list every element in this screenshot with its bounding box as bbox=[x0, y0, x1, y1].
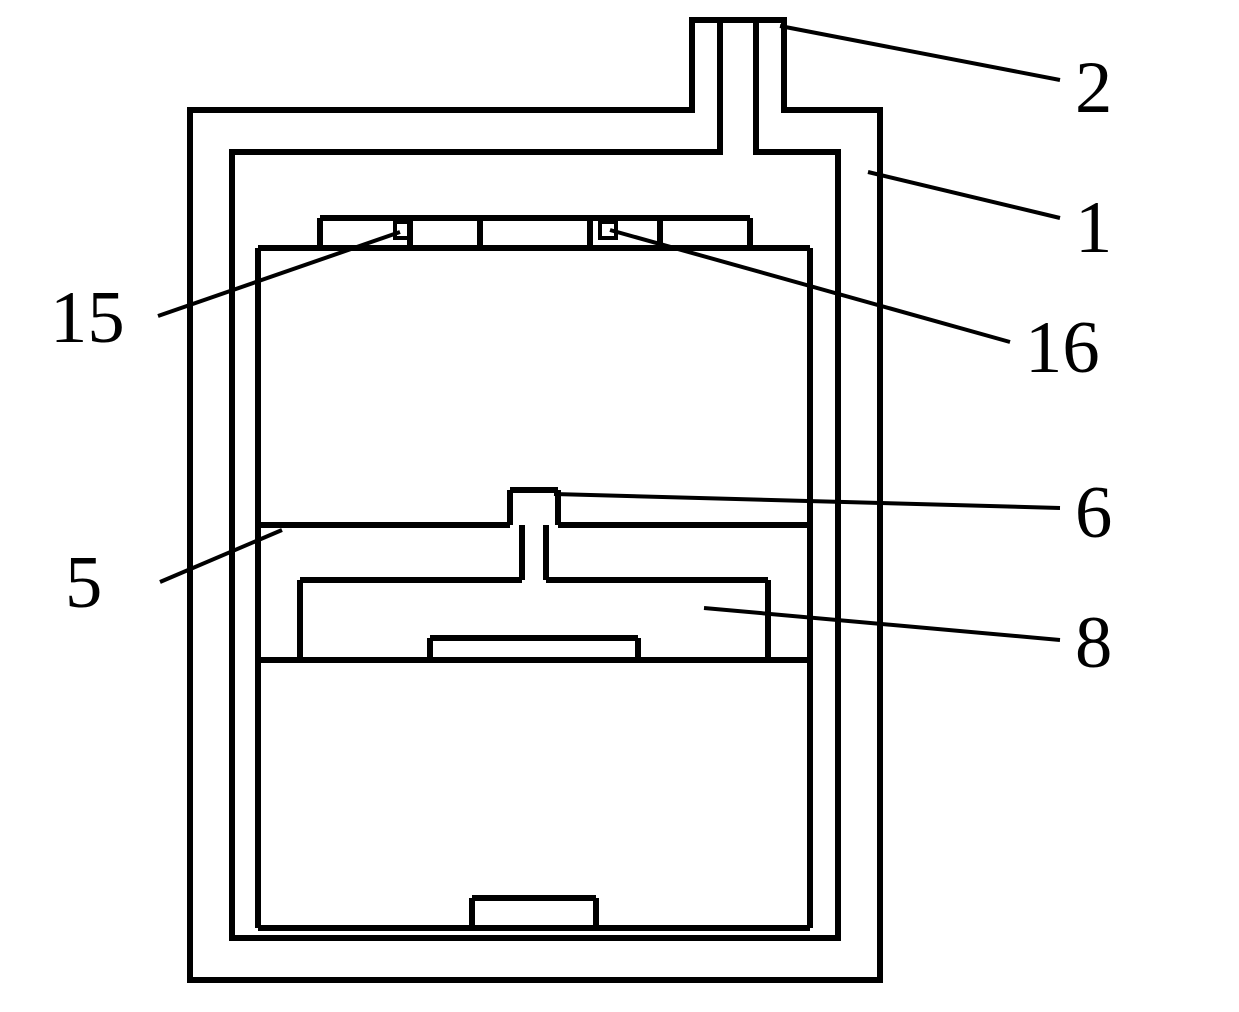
leader-2 bbox=[780, 26, 1060, 80]
schematic-svg bbox=[0, 0, 1239, 1012]
inner-contour bbox=[232, 20, 838, 938]
diagram-canvas: 2 1 15 16 6 5 8 bbox=[0, 0, 1239, 1012]
label-8: 8 bbox=[1075, 600, 1112, 686]
label-2: 2 bbox=[1075, 45, 1112, 131]
label-1: 1 bbox=[1075, 185, 1112, 271]
leader-15 bbox=[158, 232, 400, 316]
label-15: 15 bbox=[50, 275, 125, 361]
label-16: 16 bbox=[1025, 305, 1100, 391]
label-5: 5 bbox=[65, 540, 102, 626]
label-6: 6 bbox=[1075, 470, 1112, 556]
leader-1 bbox=[868, 172, 1060, 218]
leader-5 bbox=[160, 530, 282, 582]
